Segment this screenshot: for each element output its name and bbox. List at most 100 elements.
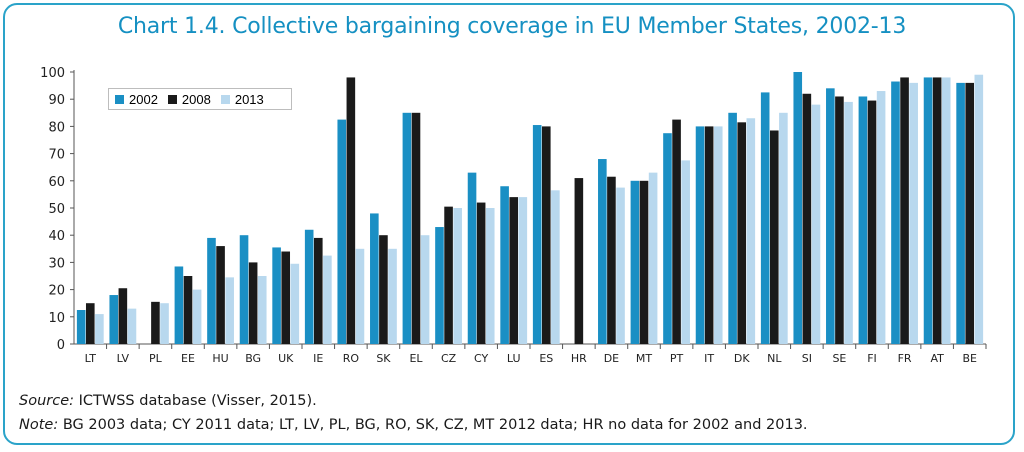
y-tick-label: 50 (48, 202, 65, 217)
x-tick-label-BG: BG (245, 352, 261, 365)
x-tick-label-PL: PL (149, 352, 163, 365)
bar-2013-SE (844, 101, 853, 344)
bar-2013-NL (779, 112, 788, 344)
legend-label-2002: 2002 (129, 91, 158, 107)
x-tick-label-EE: EE (181, 352, 195, 365)
bar-2008-IT (704, 126, 714, 345)
bar-2013-EE (192, 289, 202, 344)
y-tick-label: 30 (48, 256, 65, 271)
bar-2013-BE (974, 74, 984, 344)
bar-2002-UK (272, 247, 281, 344)
bar-2013-IE (323, 255, 332, 344)
x-tick-label-LT: LT (85, 352, 97, 365)
x-tick-label-UK: UK (278, 352, 294, 365)
bar-2008-DK (737, 122, 747, 344)
bar-2002-DK (728, 112, 737, 344)
bar-2002-IT (695, 126, 705, 345)
bar-2008-SK (379, 235, 388, 344)
bar-2002-NL (760, 92, 770, 345)
bar-2002-SE (826, 88, 835, 344)
bar-2013-CY (485, 208, 495, 344)
x-tick-label-SI: SI (802, 352, 812, 365)
bar-2002-BE (956, 82, 965, 344)
bar-2008-LT (85, 303, 95, 344)
bar-2008-SE (835, 96, 844, 344)
source-text: ICTWSS database (Visser, 2015). (74, 393, 317, 409)
x-tick-label-DK: DK (734, 352, 750, 365)
bar-2002-RO (337, 119, 347, 344)
bar-2002-AT (923, 77, 933, 344)
legend-swatch-2008 (167, 94, 177, 104)
y-tick-label: 0 (57, 338, 65, 353)
legend-swatch-2013 (220, 94, 230, 104)
legend-swatch-2002 (115, 94, 124, 104)
x-tick-label-RO: RO (343, 352, 360, 365)
bar-2008-ES (541, 126, 551, 345)
bar-2002-LT (76, 310, 86, 344)
bar-2013-LU (518, 197, 528, 344)
bar-2013-LV (127, 308, 137, 344)
y-tick-label: 100 (40, 66, 65, 81)
bar-2013-FR (909, 82, 918, 344)
bar-2008-CZ (444, 206, 453, 344)
bar-2013-AT (941, 77, 951, 344)
bar-2002-ES (532, 125, 542, 344)
bar-2008-RO (346, 77, 356, 344)
bar-2002-HU (207, 237, 216, 344)
bar-2002-BG (239, 235, 249, 344)
y-tick-label: 90 (48, 93, 65, 108)
chart-title: Chart 1.4. Collective bargaining coverag… (117, 14, 907, 39)
bar-2002-LV (109, 295, 119, 344)
x-tick-label-SK: SK (376, 352, 391, 365)
x-tick-label-MT: MT (636, 352, 652, 365)
bar-2013-FI (876, 91, 886, 344)
bar-2002-LU (500, 186, 509, 344)
bar-2002-SK (370, 213, 379, 344)
bar-2013-BG (257, 276, 267, 344)
bar-2013-CZ (453, 208, 462, 344)
bar-2008-PL (151, 301, 160, 344)
y-tick-label: 20 (48, 284, 65, 299)
bar-2008-UK (281, 251, 291, 344)
x-tick-label-FR: FR (898, 352, 912, 365)
bar-2013-MT (648, 172, 658, 344)
bar-2002-MT (630, 180, 640, 344)
bar-2013-DK (746, 118, 756, 345)
bar-2013-IT (713, 126, 723, 345)
bar-2013-SK (388, 248, 397, 344)
bar-2002-SI (793, 72, 803, 344)
bar-2002-CZ (435, 227, 444, 344)
x-tick-label-LV: LV (117, 352, 130, 365)
legend-item-2008: 2008 (167, 92, 211, 107)
bar-2013-EL (420, 235, 430, 344)
x-tick-label-CZ: CZ (441, 352, 457, 365)
bar-2008-SI (802, 93, 812, 344)
bar-2013-PT (681, 160, 690, 344)
bar-2002-FI (858, 96, 868, 344)
x-tick-label-BE: BE (962, 352, 977, 365)
bar-2008-MT (639, 180, 649, 344)
bar-2013-RO (355, 248, 365, 344)
x-tick-label-PT: PT (670, 352, 684, 365)
bar-2008-EE (183, 276, 193, 344)
x-tick-label-LU: LU (507, 352, 521, 365)
bar-2013-UK (290, 263, 300, 344)
x-tick-label-ES: ES (539, 352, 553, 365)
bar-2013-PL (160, 303, 169, 344)
legend-item-2013: 2013 (220, 92, 264, 107)
x-tick-label-AT: AT (930, 352, 944, 365)
y-tick-label: 70 (48, 148, 65, 163)
y-tick-label: 60 (48, 175, 65, 190)
bar-2008-DE (607, 176, 616, 344)
bar-2002-EL (402, 112, 412, 344)
footnote: Note: BG 2003 data; CY 2011 data; LT, LV… (19, 417, 808, 433)
y-tick-label: 80 (48, 120, 65, 135)
y-tick-label: 40 (48, 229, 65, 244)
legend-item-2002: 2002 (115, 92, 158, 107)
bar-2008-BE (965, 82, 975, 344)
bar-2013-HU (225, 277, 234, 344)
bar-2002-EE (174, 266, 184, 344)
x-tick-label-IE: IE (313, 352, 323, 365)
x-tick-label-SE: SE (832, 352, 846, 365)
